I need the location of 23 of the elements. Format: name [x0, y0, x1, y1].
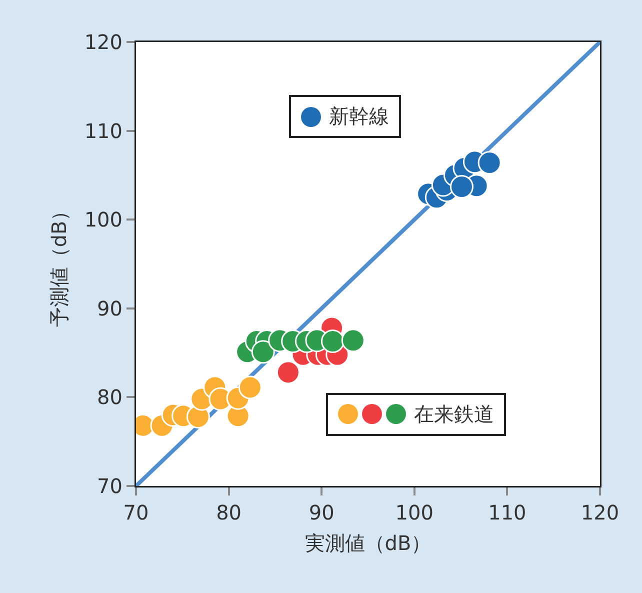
x-tick-label: 70: [123, 500, 149, 524]
point: [450, 174, 474, 198]
x-tick-label: 120: [580, 500, 620, 524]
x-tick-label: 80: [216, 500, 242, 524]
point: [341, 328, 365, 352]
y-axis-title: 予測値（dB）: [47, 200, 72, 328]
legend-label: 在来鉄道: [414, 400, 494, 428]
point: [251, 340, 275, 364]
y-tick-label: 90: [97, 296, 122, 320]
x-tick-label: 90: [308, 500, 334, 524]
x-axis-title: 実測値（dB）: [304, 530, 432, 555]
x-tick-label: 100: [395, 500, 434, 524]
point: [321, 330, 344, 353]
y-tick-label: 100: [84, 208, 122, 232]
legend-label: 新幹線: [329, 103, 390, 130]
point: [238, 376, 262, 400]
point: [276, 360, 300, 384]
y-tick-label: 80: [97, 385, 122, 410]
y-tick-label: 70: [97, 474, 122, 498]
point: [478, 151, 502, 175]
y-tick-label: 110: [84, 118, 122, 143]
x-tick-label: 110: [488, 500, 526, 524]
y-tick-label: 120: [84, 30, 122, 54]
